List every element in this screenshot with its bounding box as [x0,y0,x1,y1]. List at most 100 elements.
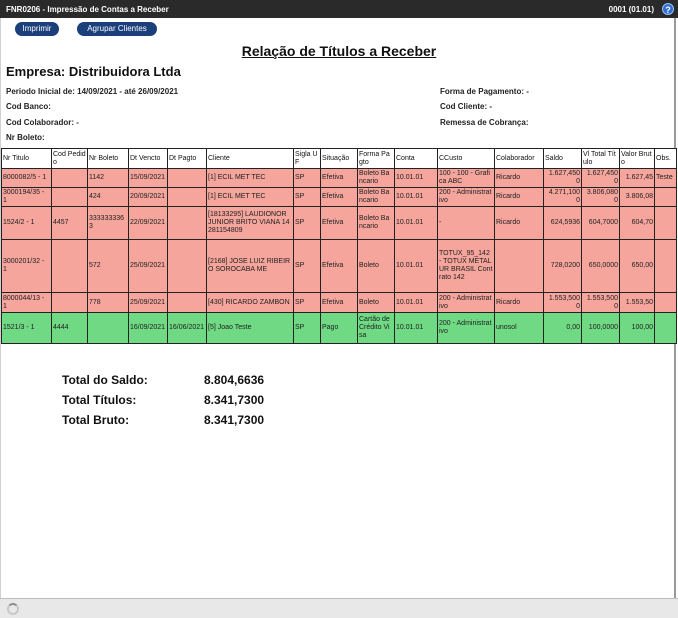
cell-sigla-uf: SP [293,239,321,293]
window-titlebar: FNR0206 - Impressão de Contas a Receber … [0,0,678,18]
cell-valor-bruto: 604,70 [619,206,655,240]
cell-cliente: [1] ECIL MET TEC [206,168,294,188]
cell-nr-boleto: 424 [87,187,129,207]
cell-dt-pagto [167,292,207,313]
cell-cod-pedido [51,168,88,188]
cell-ccusto: 200 - Administrativo [437,312,495,344]
col-colaborador: Colaborador [494,148,544,169]
col-ccusto: CCusto [437,148,495,169]
col-nr-boleto: Nr Boleto [87,148,129,169]
total-titulos-label: Total Títulos: [62,393,137,407]
cell-forma-pagto: Cartão de Crédito Visa [357,312,395,344]
cell-dt-pagto [167,239,207,293]
cell-ccusto: 200 - Administrativo [437,292,495,313]
cell-saldo: 4.271,1000 [543,187,582,207]
cell-cliente: [5] Joao Teste [206,312,294,344]
cell-obs [654,206,677,240]
cell-dt-vencto: 15/09/2021 [128,168,168,188]
total-saldo-value: 8.804,6636 [204,373,265,387]
cell-sigla-uf: SP [293,206,321,240]
cell-colaborador [494,239,544,293]
company-name: Empresa: Distribuidora Ltda [6,64,181,79]
cell-saldo: 728,0200 [543,239,582,293]
total-titulos-value: 8.341,7300 [204,393,265,407]
totals-block: Total do Saldo: 8.804,6636 Total Títulos… [62,370,284,430]
table-row: 1524/2 - 1 4457 3333333363 22/09/2021 [18133… [1,206,677,240]
cell-ccusto: 100 - 100 - Grafica ABC [437,168,495,188]
client-filter: Cod Cliente: - [440,102,492,111]
table-body: 8000082/5 - 1 1142 15/09/2021 [1] ECIL MET … [1,168,677,344]
col-forma-pagto: Forma Pagto [357,148,395,169]
col-nr-titulo: Nr Titulo [1,148,52,169]
col-valor-bruto: Valor Bruto [619,148,655,169]
table-header-row: Nr Titulo Cod Pedido Nr Boleto Dt Vencto… [1,148,677,169]
cell-colaborador: Ricardo [494,187,544,207]
cell-colaborador: unosol [494,312,544,344]
cell-sigla-uf: SP [293,292,321,313]
cell-saldo: 624,5936 [543,206,582,240]
period-filter: Periodo Inicial de: 14/09/2021 - até 26/… [6,87,179,96]
cell-vl-total: 650,0000 [581,239,620,293]
cell-conta: 10.01.01 [394,292,438,313]
cell-dt-vencto: 25/09/2021 [128,239,168,293]
col-obs: Obs. [654,148,677,169]
titles-table: Nr Titulo Cod Pedido Nr Boleto Dt Vencto… [1,148,677,344]
help-icon[interactable]: ? [662,3,674,15]
cell-conta: 10.01.01 [394,239,438,293]
print-button[interactable]: Imprimir [15,22,59,36]
cell-dt-pagto: 16/06/2021 [167,312,207,344]
cell-nr-boleto: 572 [87,239,129,293]
cell-ccusto: 200 - Administrativo [437,187,495,207]
cell-saldo: 1.553,5000 [543,292,582,313]
cell-dt-vencto: 22/09/2021 [128,206,168,240]
cell-nr-boleto: 3333333363 [87,206,129,240]
bank-filter: Cod Banco: [6,102,51,111]
cell-cod-pedido: 4457 [51,206,88,240]
col-cliente: Cliente [206,148,294,169]
total-saldo-row: Total do Saldo: 8.804,6636 [62,370,284,390]
report-title: Relação de Títulos a Receber [241,43,437,59]
remittance-filter: Remessa de Cobrança: [440,118,529,127]
cell-sigla-uf: SP [293,168,321,188]
table-row: 3000201/32 - 1 572 25/09/2021 [2168] JOSE L… [1,239,677,293]
total-bruto-value: 8.341,7300 [204,413,265,427]
cell-nr-boleto [87,312,129,344]
cell-colaborador: Ricardo [494,168,544,188]
cell-conta: 10.01.01 [394,206,438,240]
cell-dt-vencto: 25/09/2021 [128,292,168,313]
cell-situacao: Efetiva [320,187,358,207]
cell-nr-boleto: 778 [87,292,129,313]
cell-cliente: [1] ECIL MET TEC [206,187,294,207]
col-saldo: Saldo [543,148,582,169]
col-cod-pedido: Cod Pedido [51,148,88,169]
report-content: Imprimir Agrupar Clientes Relação de Tít… [0,18,677,598]
cell-vl-total: 3.806,0800 [581,187,620,207]
cell-sigla-uf: SP [293,187,321,207]
cell-forma-pagto: Boleto [357,292,395,313]
cell-vl-total: 1.553,5000 [581,292,620,313]
cell-sigla-uf: SP [293,312,321,344]
window-title: FNR0206 - Impressão de Contas a Receber [6,4,169,14]
cell-nr-titulo: 8000044/13 - 1 [1,292,52,313]
group-clients-button[interactable]: Agrupar Clientes [77,22,157,36]
cell-obs [654,187,677,207]
total-bruto-row: Total Bruto: 8.341,7300 [62,410,284,430]
cell-vl-total: 1.627,4500 [581,168,620,188]
cell-dt-pagto [167,168,207,188]
cell-vl-total: 604,7000 [581,206,620,240]
cell-cod-pedido [51,187,88,207]
titlebar-right: 0001 (01.01) ? [609,3,674,15]
cell-valor-bruto: 3.806,08 [619,187,655,207]
cell-situacao: Efetiva [320,239,358,293]
col-vl-total: Vl Total Título [581,148,620,169]
cell-vl-total: 100,0000 [581,312,620,344]
cell-nr-boleto: 1142 [87,168,129,188]
table-row: 1521/3 - 1 4444 16/09/2021 16/06/2021 [5] Jo… [1,312,677,344]
col-dt-vencto: Dt Vencto [128,148,168,169]
cell-ccusto: - [437,206,495,240]
cell-colaborador: Ricardo [494,206,544,240]
cell-situacao: Efetiva [320,206,358,240]
loading-spinner-icon [7,603,19,615]
cell-saldo: 0,00 [543,312,582,344]
cell-dt-vencto: 20/09/2021 [128,187,168,207]
